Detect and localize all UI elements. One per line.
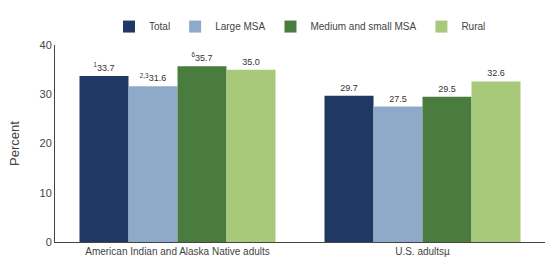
svg-text:​6​35.7: ​6​35.7 [191, 51, 212, 63]
svg-text:American Indian and Alaska Nat: American Indian and Alaska Native adults [85, 246, 270, 257]
svg-text:10: 10 [40, 187, 52, 199]
svg-text:40: 40 [40, 39, 52, 51]
svg-text:29.7: 29.7 [340, 83, 358, 93]
svg-text:Medium and small MSA: Medium and small MSA [310, 21, 416, 32]
svg-text:Total: Total [149, 21, 170, 32]
svg-text:0: 0 [46, 236, 52, 248]
svg-text:​1​33.7: ​1​33.7 [93, 61, 114, 73]
svg-text:20: 20 [40, 137, 52, 149]
svg-text:Rural: Rural [461, 21, 485, 32]
svg-text:27.5: 27.5 [389, 94, 407, 104]
svg-text:29.5: 29.5 [438, 84, 456, 94]
svg-text:35.0: 35.0 [242, 57, 260, 67]
svg-text:Large MSA: Large MSA [215, 21, 265, 32]
svg-text:U.S. adultsµ: U.S. adultsµ [395, 246, 450, 257]
svg-text:​2,3​31.6: ​2,3​31.6 [140, 72, 166, 84]
svg-text:Percent: Percent [7, 121, 22, 166]
svg-text:32.6: 32.6 [487, 68, 505, 78]
svg-text:30: 30 [40, 88, 52, 100]
